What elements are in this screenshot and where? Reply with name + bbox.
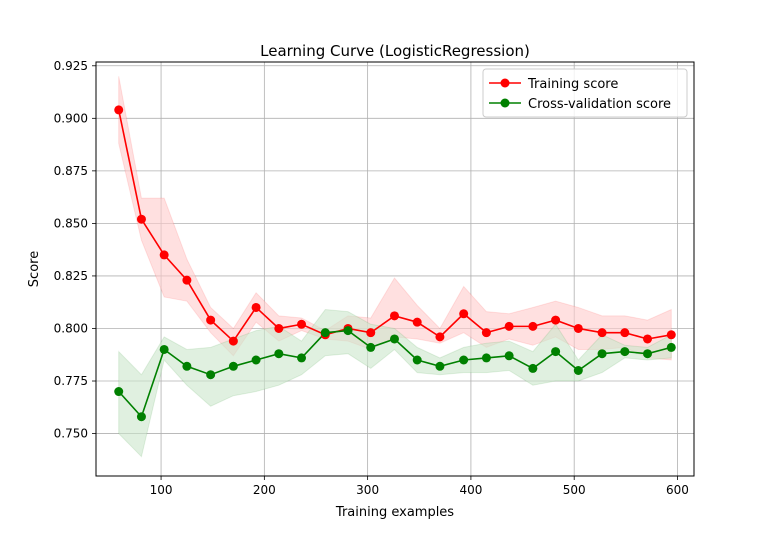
- x-tick-label: 200: [253, 483, 276, 497]
- cv-score-point: [643, 349, 653, 359]
- x-axis-label: Training examples: [335, 505, 454, 520]
- cv-score-point: [573, 366, 583, 376]
- cv-score-point: [528, 363, 538, 373]
- training-score-point: [136, 214, 146, 224]
- cv-score-point: [666, 342, 676, 352]
- cv-score-point: [481, 353, 491, 363]
- training-score-point: [666, 330, 676, 340]
- training-score-point: [182, 275, 192, 285]
- training-score-point: [597, 328, 607, 338]
- cv-score-point: [159, 344, 169, 354]
- training-score-point: [481, 328, 491, 338]
- legend-label-cv: Cross-validation score: [528, 97, 671, 112]
- legend-box: [482, 68, 688, 118]
- training-score-point: [551, 315, 561, 325]
- training-score-point: [435, 332, 445, 342]
- y-axis-label: Score: [27, 251, 42, 287]
- training-score-point: [366, 328, 376, 338]
- training-score-point: [114, 105, 124, 115]
- y-tick-label: 0.775: [54, 374, 88, 388]
- training-score-point: [297, 319, 307, 329]
- x-tick-label: 300: [356, 483, 379, 497]
- y-axis-ticks: 0.750 0.775 0.800 0.825 0.850 0.875 0.900 0.925: [54, 59, 96, 441]
- y-tick-label: 0.800: [54, 321, 88, 335]
- training-score-point: [643, 334, 653, 344]
- training-score-point: [159, 250, 169, 260]
- x-tick-label: 500: [563, 483, 586, 497]
- cv-score-point: [504, 351, 514, 361]
- cv-score-point: [435, 361, 445, 371]
- cv-score-point: [551, 347, 561, 357]
- training-score-point: [389, 311, 399, 321]
- y-tick-label: 0.750: [54, 427, 88, 441]
- x-axis-ticks: 100 200 300 400 500 600: [150, 476, 689, 497]
- cv-score-point: [343, 326, 353, 336]
- training-score-point: [620, 328, 630, 338]
- training-score-point: [412, 317, 422, 327]
- cv-score-point: [206, 370, 216, 380]
- y-tick-label: 0.850: [54, 216, 88, 230]
- x-tick-label: 400: [459, 483, 482, 497]
- grid-lines: [96, 62, 694, 476]
- x-tick-label: 600: [666, 483, 689, 497]
- legend-marker-cv: [500, 98, 510, 108]
- y-tick-label: 0.875: [54, 164, 88, 178]
- x-tick-label: 100: [150, 483, 173, 497]
- cv-score-point: [620, 347, 630, 357]
- training-score-point: [573, 323, 583, 333]
- series-points: [114, 105, 676, 422]
- training-score-point: [274, 323, 284, 333]
- cv-score-point: [320, 328, 330, 338]
- cv-score-point: [251, 355, 261, 365]
- legend: Training score Cross-validation score: [482, 68, 688, 118]
- legend-label-training: Training score: [527, 77, 618, 92]
- y-tick-label: 0.925: [54, 59, 88, 73]
- cv-score-point: [297, 353, 307, 363]
- plot-frame: [95, 61, 695, 477]
- cv-score-point: [459, 355, 469, 365]
- y-tick-label: 0.825: [54, 269, 88, 283]
- cv-score-point: [136, 412, 146, 422]
- legend-marker-training: [500, 78, 510, 88]
- training-score-point: [206, 315, 216, 325]
- cv-score-point: [389, 334, 399, 344]
- training-score-point: [228, 336, 238, 346]
- training-score-point: [251, 302, 261, 312]
- score-bands: [118, 76, 672, 458]
- chart-title: Learning Curve (LogisticRegression): [260, 42, 530, 60]
- cv-score-point: [366, 342, 376, 352]
- training-score-point: [504, 321, 514, 331]
- y-tick-label: 0.900: [54, 111, 88, 125]
- cv-score-point: [412, 355, 422, 365]
- training-score-point: [459, 309, 469, 319]
- cv-score-point: [114, 387, 124, 397]
- cv-score-point: [597, 349, 607, 359]
- cv-score-band: [118, 309, 672, 458]
- cv-score-point: [274, 349, 284, 359]
- cv-score-point: [182, 361, 192, 371]
- training-score-point: [528, 321, 538, 331]
- cv-score-point: [228, 361, 238, 371]
